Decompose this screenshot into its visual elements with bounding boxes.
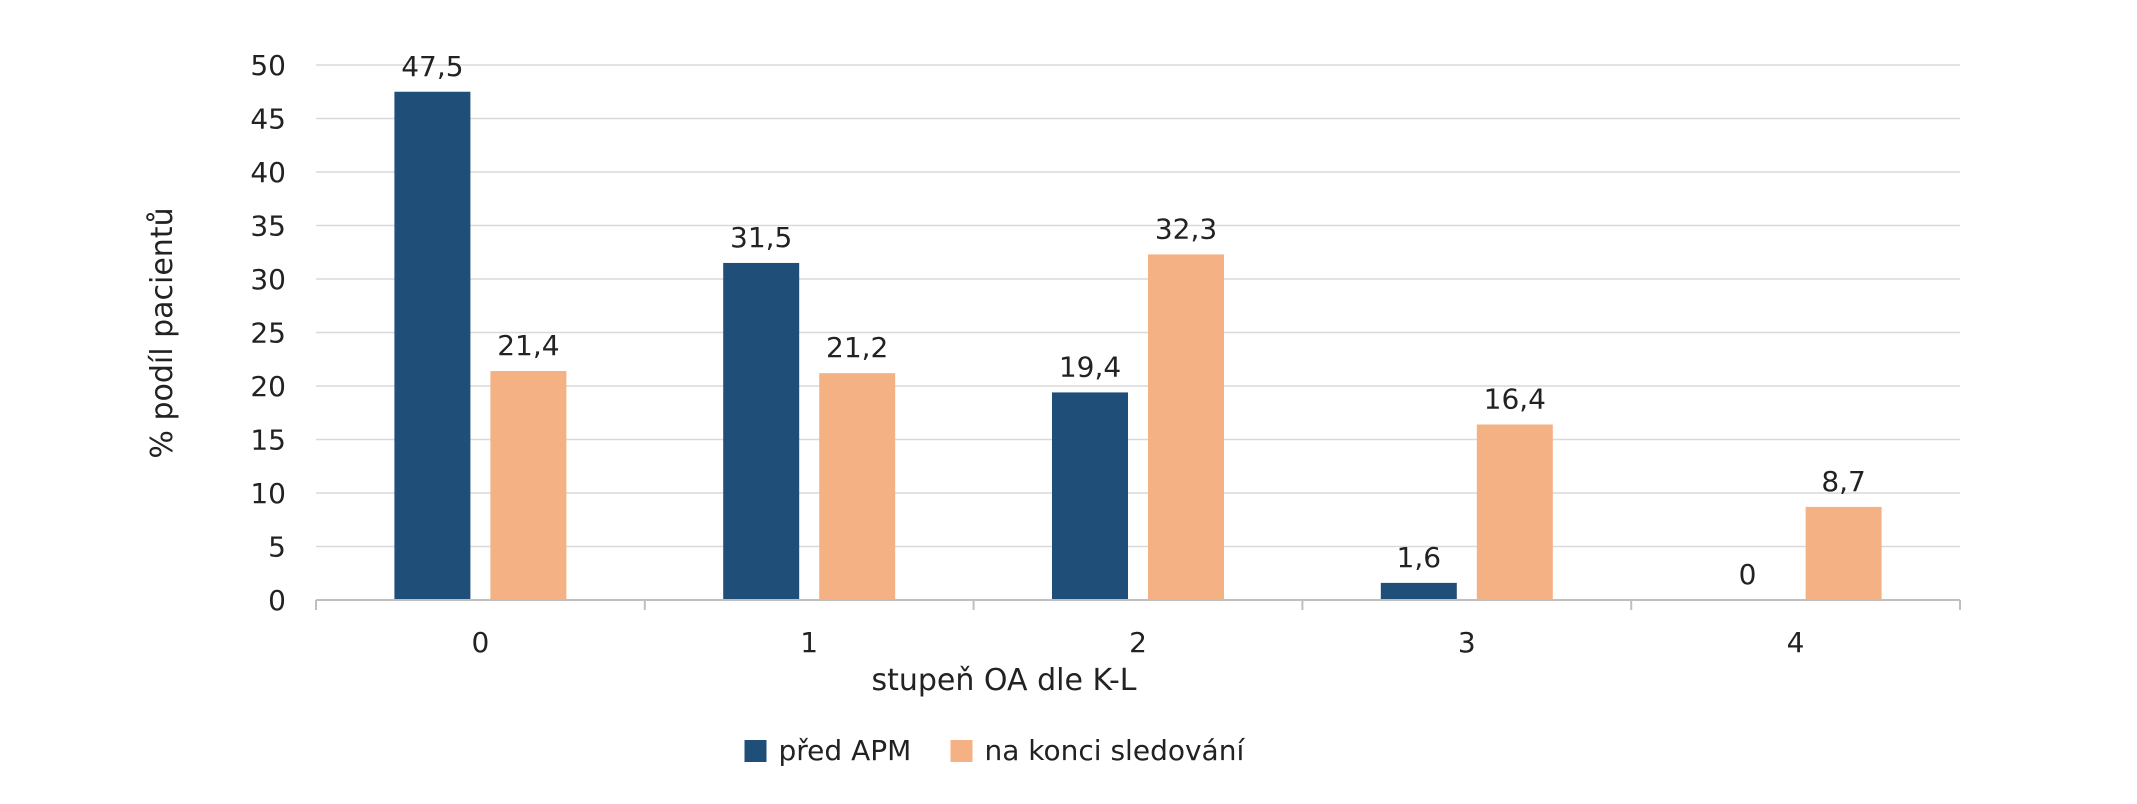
x-tick-label: 2	[1129, 626, 1147, 659]
data-label: 8,7	[1821, 465, 1866, 498]
y-tick-label: 30	[250, 263, 286, 296]
bar	[1476, 424, 1553, 600]
data-label: 32,3	[1155, 212, 1217, 245]
bar	[723, 262, 800, 600]
data-label: 21,2	[826, 331, 888, 364]
data-label: 0	[1739, 558, 1757, 591]
legend-swatch	[744, 740, 767, 762]
data-label: 16,4	[1484, 383, 1546, 416]
y-tick-label: 10	[250, 477, 286, 510]
x-tick-label: 1	[800, 626, 818, 659]
y-tick-label: 35	[250, 210, 286, 243]
x-tick-label: 0	[471, 626, 489, 659]
y-tick-label: 5	[268, 531, 286, 564]
y-tick-label: 20	[250, 370, 286, 403]
data-label: 31,5	[730, 221, 792, 254]
bar	[490, 371, 567, 600]
legend-swatch	[950, 740, 973, 762]
data-label: 19,4	[1059, 350, 1121, 383]
bar	[1380, 582, 1457, 600]
axes: 0 5 10 15 20 25 30 35 40 45 50 0 1 2 3 4	[250, 49, 1961, 659]
bar	[1052, 392, 1128, 600]
x-tick-label: 3	[1458, 626, 1476, 659]
legend-label: na konci sledování	[985, 734, 1246, 767]
y-tick-label: 0	[268, 584, 286, 617]
y-tick-label: 50	[250, 49, 286, 82]
data-labels: 47,5 31,5 19,4 1,6 0 21,4 21,2 32,3 16,4 8,7	[401, 50, 1866, 591]
data-label: 47,5	[401, 50, 463, 83]
bars	[394, 91, 1882, 600]
x-axis-title: stupeň OA dle K-L	[871, 663, 1136, 698]
legend-label: před APM	[779, 734, 912, 767]
grid-lines	[316, 64, 1960, 548]
y-tick-label: 45	[250, 103, 286, 136]
bar	[394, 91, 471, 600]
bar	[1148, 254, 1224, 600]
bar	[1805, 506, 1882, 600]
data-label: 21,4	[497, 329, 559, 362]
y-tick-label: 15	[250, 424, 286, 457]
x-tick-label: 4	[1787, 626, 1805, 659]
y-tick-label: 40	[250, 156, 286, 189]
data-label: 1,6	[1397, 541, 1442, 574]
legend: před APM na konci sledování	[744, 734, 1246, 767]
y-axis-title: % podíl pacientů	[145, 207, 180, 458]
bar	[819, 373, 896, 600]
y-tick-label: 25	[250, 317, 286, 350]
